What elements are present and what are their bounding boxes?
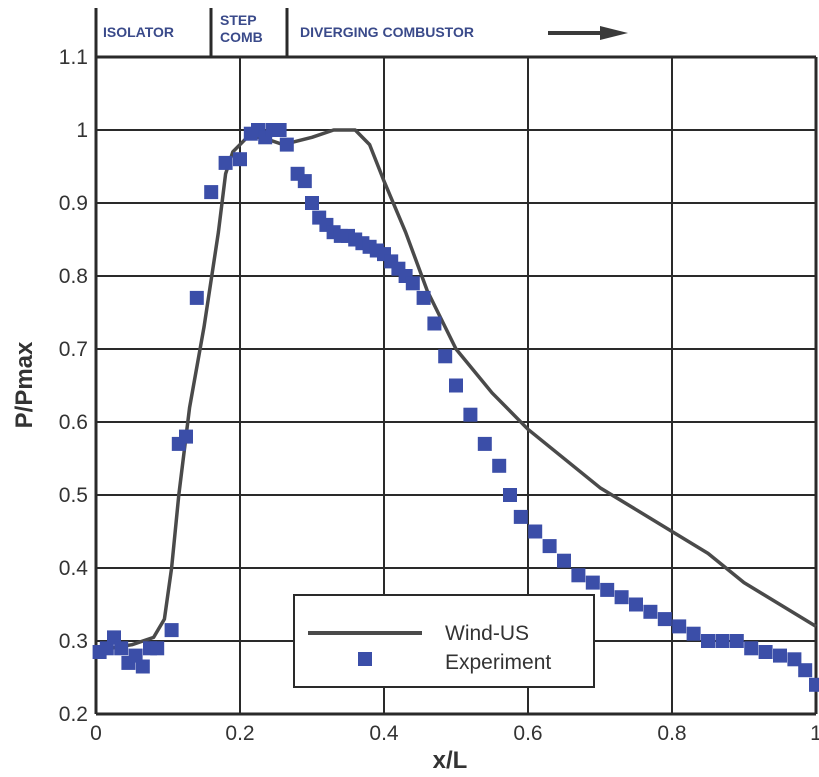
y-tick-label: 0.8 [59,265,88,288]
experiment-point [758,645,773,659]
experiment-point [279,137,294,152]
experiment-point [513,509,528,524]
experiment-point [643,604,658,619]
experiment-point [729,634,744,648]
experiment-point [787,652,802,667]
band-label-step: STEP [220,12,257,28]
experiment-point [557,553,571,568]
x-tick-label: 0 [90,722,102,745]
band-label-diverging-combustor: DIVERGING COMBUSTOR [300,24,474,40]
experiment-point [600,582,615,597]
experiment-point [809,677,819,692]
x-tick-label: 0.2 [225,722,254,745]
experiment-point [701,634,715,648]
experiment-point [657,612,672,627]
experiment-point [629,597,643,612]
y-axis-title: P/Pmax [11,341,38,428]
y-tick-label: 0.5 [59,484,88,507]
experiment-point [798,663,813,678]
experiment-point [189,290,204,305]
experiment-point [571,568,586,583]
experiment-point [463,407,478,422]
experiment-point [528,524,543,539]
experiment-point [427,316,442,331]
experiment-point [114,641,129,656]
experiment-point [305,196,319,210]
wind-us-series [96,128,817,651]
experiment-point [164,623,179,638]
band-label-isolator: ISOLATOR [103,24,174,40]
experiment-point [135,659,150,674]
legend-label-experiment: Experiment [445,651,551,674]
band-label-comb: COMB [220,29,263,45]
experiment-point [272,123,287,137]
experiment-point [218,155,233,170]
experiment-point [672,619,687,634]
x-tick-labels: 0 0.2 0.4 0.6 0.8 1 [90,722,819,745]
experiment-point [503,488,517,502]
experiment-point [128,648,143,663]
y-tick-label: 1 [76,119,88,142]
legend-box [293,594,595,688]
experiment-point [542,539,557,554]
y-tick-label: 1.1 [59,46,88,69]
y-tick-labels: 0.2 0.3 0.4 0.5 0.6 0.7 0.8 0.9 1 1.1 [59,46,89,726]
x-tick-label: 0.8 [657,722,686,745]
x-tick-label: 0.6 [513,722,542,745]
legend-marker-swatch [358,652,372,666]
experiment-point [614,590,629,605]
y-tick-label: 0.4 [59,557,89,580]
experiment-point [150,641,165,656]
experiment-point [449,378,463,393]
experiment-point [773,648,787,663]
x-tick-label: 0.4 [369,722,399,745]
experiment-point [492,458,507,473]
y-tick-label: 0.9 [59,192,88,215]
legend: Wind-US Experiment [293,594,595,688]
y-tick-label: 0.2 [59,703,88,726]
experiment-point [405,276,420,291]
experiment-point [686,626,701,641]
y-tick-label: 0.3 [59,630,88,653]
experiment-point [715,634,730,648]
experiment-point [99,641,114,656]
x-axis-title: x/L [433,747,468,774]
legend-label-wind-us: Wind-US [445,622,529,645]
experiment-point [297,174,312,189]
experiment-point [585,575,600,590]
wind-us-line [96,128,817,651]
experiment-point [107,630,121,645]
experiment-point [179,429,193,444]
experiment-point [416,290,431,305]
region-band-header: ISOLATOR STEP COMB DIVERGING COMBUSTOR [94,8,628,58]
experiment-point [744,641,759,656]
y-tick-label: 0.7 [59,338,88,361]
y-tick-label: 0.6 [59,411,88,434]
experiment-point [438,349,453,364]
arrow-right-icon [548,26,628,40]
experiment-series [92,123,819,692]
experiment-point [204,185,219,200]
x-tick-label: 1 [810,722,819,745]
experiment-point [477,436,492,451]
experiment-point [233,152,247,167]
